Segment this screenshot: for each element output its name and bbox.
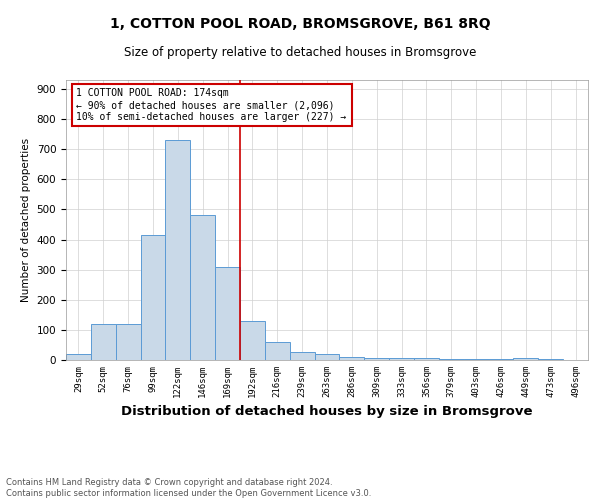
- Bar: [190, 216, 215, 360]
- Text: Contains HM Land Registry data © Crown copyright and database right 2024.
Contai: Contains HM Land Registry data © Crown c…: [6, 478, 371, 498]
- Y-axis label: Number of detached properties: Number of detached properties: [21, 138, 31, 302]
- Bar: [91, 324, 116, 360]
- Bar: [66, 354, 91, 360]
- Bar: [240, 321, 265, 360]
- Bar: [290, 352, 314, 360]
- Bar: [116, 324, 140, 360]
- Bar: [215, 266, 240, 360]
- Text: Size of property relative to detached houses in Bromsgrove: Size of property relative to detached ho…: [124, 46, 476, 59]
- Bar: [140, 235, 166, 360]
- Text: 1, COTTON POOL ROAD, BROMSGROVE, B61 8RQ: 1, COTTON POOL ROAD, BROMSGROVE, B61 8RQ: [110, 18, 490, 32]
- Bar: [389, 358, 414, 360]
- Bar: [314, 354, 340, 360]
- X-axis label: Distribution of detached houses by size in Bromsgrove: Distribution of detached houses by size …: [121, 406, 533, 418]
- Bar: [340, 357, 364, 360]
- Bar: [439, 359, 464, 360]
- Text: 1 COTTON POOL ROAD: 174sqm
← 90% of detached houses are smaller (2,096)
10% of s: 1 COTTON POOL ROAD: 174sqm ← 90% of deta…: [76, 88, 347, 122]
- Bar: [414, 358, 439, 360]
- Bar: [364, 358, 389, 360]
- Bar: [166, 140, 190, 360]
- Bar: [265, 342, 290, 360]
- Bar: [514, 358, 538, 360]
